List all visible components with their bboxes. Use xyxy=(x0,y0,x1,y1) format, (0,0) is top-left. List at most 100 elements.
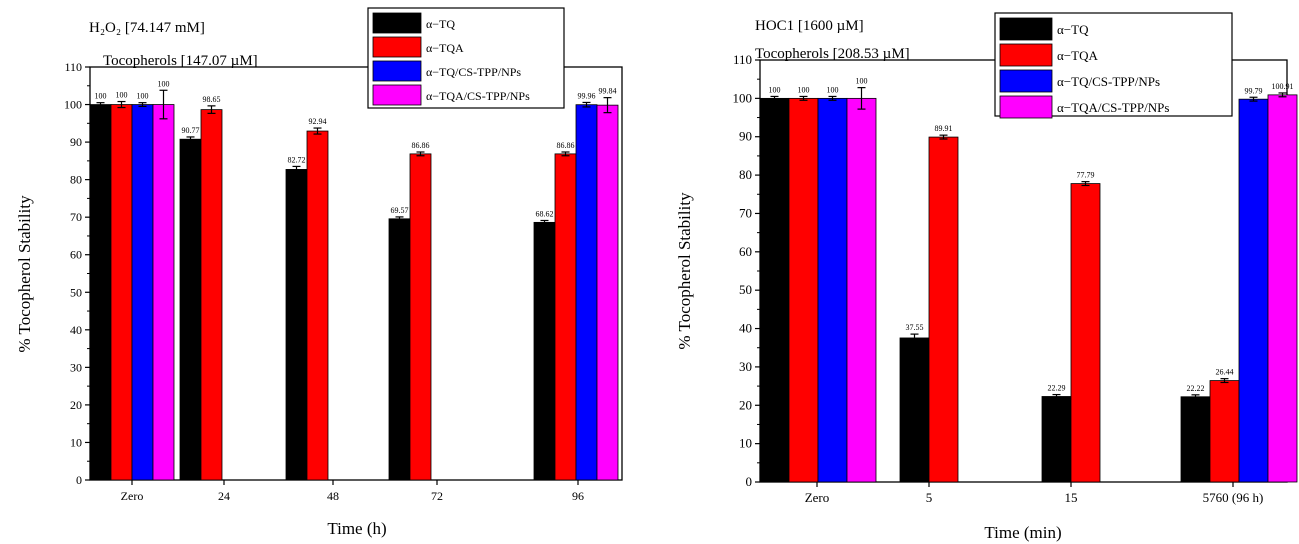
legend-swatch xyxy=(372,12,422,34)
y-tick-label: 10 xyxy=(70,435,82,449)
data-label: 100 xyxy=(116,91,128,100)
bar xyxy=(179,138,202,481)
data-label: 100 xyxy=(158,79,170,88)
condition-annotation: Tocopherols [147.07 µM] xyxy=(103,53,258,69)
legend-swatch xyxy=(999,69,1053,93)
bar xyxy=(928,136,959,483)
x-tick-label: 5 xyxy=(926,490,933,505)
bar xyxy=(1070,183,1101,483)
legend-swatch xyxy=(999,95,1053,119)
y-tick-label: 0 xyxy=(746,474,753,489)
y-axis-label: % Tocopherol Stability xyxy=(675,192,694,350)
y-tick-label: 60 xyxy=(70,248,82,262)
y-tick-label: 110 xyxy=(64,60,82,74)
data-label: 22.22 xyxy=(1187,384,1205,393)
chart-left: 0 10 20 30 40 50 60 70 80 90 100 110 100 100 100 100 Zer… xyxy=(15,7,623,538)
bar xyxy=(554,153,577,481)
data-label: 99.79 xyxy=(1245,86,1263,95)
bar xyxy=(817,97,848,483)
bar xyxy=(1180,396,1211,483)
data-label: 22.29 xyxy=(1048,384,1066,393)
legend-entry: α−TQA xyxy=(426,41,464,55)
bar xyxy=(409,153,432,481)
y-tick-label: 110 xyxy=(733,52,752,67)
legend-entry: α−TQ xyxy=(426,17,455,31)
bar xyxy=(285,169,308,481)
y-tick-label: 100 xyxy=(64,98,82,112)
data-label: 37.55 xyxy=(906,323,924,332)
legend-swatch xyxy=(999,17,1053,41)
legend-entry: α−TQ/CS-TPP/NPs xyxy=(426,65,521,79)
bar xyxy=(110,104,133,481)
data-label: 99.84 xyxy=(599,87,617,96)
legend-entry: α−TQA xyxy=(1057,48,1098,63)
y-tick-label: 50 xyxy=(70,285,82,299)
bar xyxy=(1238,98,1269,483)
data-label: 89.91 xyxy=(935,124,953,133)
y-tick-label: 80 xyxy=(70,173,82,187)
data-label: 100 xyxy=(798,85,810,94)
data-label: 68.62 xyxy=(536,209,554,218)
bar xyxy=(388,218,411,481)
y-tick-label: 70 xyxy=(739,205,752,220)
data-label: 26.44 xyxy=(1216,368,1234,377)
y-tick-label: 10 xyxy=(739,436,752,451)
bar xyxy=(846,97,877,483)
data-label: 92.94 xyxy=(309,117,327,126)
legend-swatch xyxy=(372,60,422,82)
legend-entry: α−TQ xyxy=(1057,22,1089,37)
y-tick-label: 30 xyxy=(70,360,82,374)
data-label: 86.86 xyxy=(412,141,430,150)
condition-annotation: H₂O₂ [74.147 mM] xyxy=(89,20,205,36)
x-tick-label: 15 xyxy=(1065,490,1078,505)
y-tick-label: 100 xyxy=(733,90,753,105)
y-tick-label: 20 xyxy=(739,397,752,412)
bar xyxy=(788,97,819,483)
x-tick-label: 24 xyxy=(218,489,230,503)
y-tick-label: 40 xyxy=(739,321,752,336)
data-label: 90.77 xyxy=(182,126,200,135)
y-tick-label: 90 xyxy=(739,129,752,144)
x-tick-label: 5760 (96 h) xyxy=(1203,490,1264,505)
legend-entry: α−TQ/CS-TPP/NPs xyxy=(1057,74,1160,89)
bar xyxy=(89,104,112,481)
bar xyxy=(575,104,598,481)
data-label: 100 xyxy=(827,85,839,94)
y-tick-label: 90 xyxy=(70,135,82,149)
data-label: 100 xyxy=(856,77,868,86)
chart-right: 0 10 20 30 40 50 60 70 80 90 100 110 100 100 100 100 Zer… xyxy=(675,12,1298,542)
data-label: 86.86 xyxy=(557,141,575,150)
x-tick-label: 48 xyxy=(327,489,339,503)
y-tick-label: 80 xyxy=(739,167,752,182)
data-label: 100 xyxy=(95,92,107,101)
bar xyxy=(152,104,175,481)
data-label: 99.96 xyxy=(578,91,596,100)
legend-entry: α−TQA/CS-TPP/NPs xyxy=(1057,100,1169,115)
bar xyxy=(131,104,154,481)
bar xyxy=(306,130,329,481)
x-axis-label: Time (h) xyxy=(327,519,386,538)
data-label: 82.72 xyxy=(288,155,306,164)
y-tick-label: 50 xyxy=(739,282,752,297)
y-tick-label: 30 xyxy=(739,359,752,374)
x-tick-label: Zero xyxy=(121,489,144,503)
bar xyxy=(899,337,930,483)
bar xyxy=(759,97,790,483)
data-label: 98.65 xyxy=(203,95,221,104)
data-label: 77.79 xyxy=(1077,171,1095,180)
data-label: 100 xyxy=(769,85,781,94)
y-tick-label: 60 xyxy=(739,244,752,259)
bar xyxy=(1267,94,1298,483)
y-tick-label: 20 xyxy=(70,398,82,412)
legend-swatch xyxy=(372,84,422,106)
y-axis-label: % Tocopherol Stability xyxy=(15,195,34,353)
condition-annotation: Tocopherols [208.53 µM] xyxy=(755,46,910,62)
y-tick-label: 40 xyxy=(70,323,82,337)
condition-annotation: HOC1 [1600 µM] xyxy=(755,18,864,34)
bar xyxy=(1041,396,1072,483)
y-tick-label: 0 xyxy=(76,473,82,487)
bar xyxy=(1209,380,1240,483)
bar xyxy=(596,104,619,481)
legend: α−TQ α−TQA α−TQ/CS-TPP/NPs α−TQA/CS-TPP/NPs xyxy=(367,7,565,109)
